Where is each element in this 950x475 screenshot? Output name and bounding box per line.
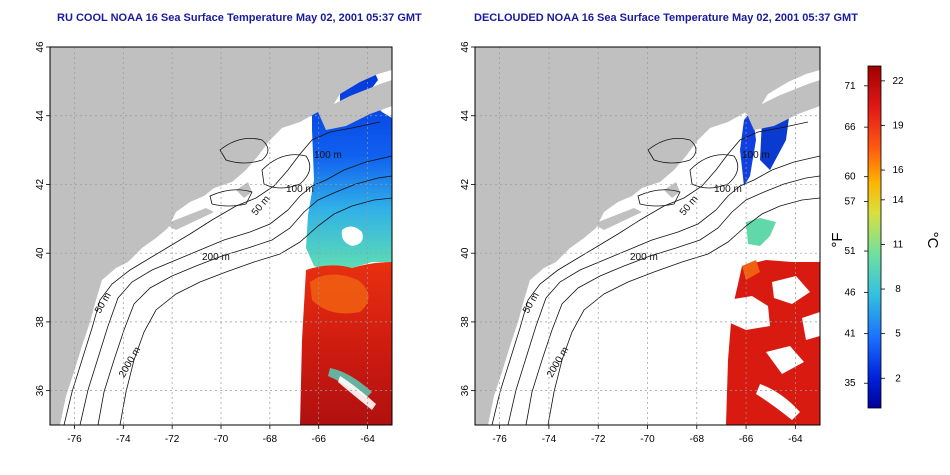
right-lon-tick-label: -70: [640, 434, 655, 445]
colorbar-c-tick-label: 22: [892, 76, 904, 87]
left-isobath-100m: [79, 155, 393, 426]
right-cloud-mask-1: [728, 296, 770, 330]
right-isobath-50m: [491, 121, 809, 426]
right-cloud-mask-5: [802, 312, 820, 340]
right-isobaths: [491, 121, 821, 426]
left-isobath-label-2: 100 m: [286, 184, 314, 195]
right-land-long-island: [593, 208, 642, 230]
left-land-mainland: [50, 47, 392, 425]
right-cloud-mask-2: [772, 276, 810, 304]
left-lat-tick-label: 40: [35, 247, 46, 259]
left-warm-eddy: [310, 274, 369, 314]
colorbar-gradient: [867, 65, 882, 409]
right-axes: -76 -74 -72 -70 -68 -66 -64 36 38 40 42 44 46: [460, 41, 803, 445]
left-isobaths: [63, 121, 393, 426]
left-gulf-maine-contour: [219, 137, 269, 164]
left-lon-tick-label: -76: [67, 434, 82, 445]
right-panel-title: DECLOUDED NOAA 16 Sea Surface Temperatur…: [474, 12, 858, 24]
left-inner-shelf: [209, 189, 253, 207]
colorbar-c-tick-label: 19: [892, 120, 904, 131]
left-lon-tick-label: -74: [116, 434, 131, 445]
left-lon-tick-label: -66: [311, 434, 326, 445]
right-map-panel: 100 m 100 m 50 m 200 m 50 m 2000 m -76 -7…: [460, 41, 821, 445]
right-cloud-mask-4: [756, 384, 800, 420]
left-map-panel: 100 m 100 m 50 m 200 m 50 m 2000 m -76 -7…: [35, 41, 393, 445]
colorbar-c-tick-label: 14: [892, 195, 904, 206]
right-lat-tick-label: 36: [460, 385, 471, 397]
right-warm-edge: [742, 260, 760, 280]
right-lon-tick-label: -64: [788, 434, 803, 445]
left-land-nova-scotia: [318, 80, 392, 130]
left-isobath-label-4: 200 m: [202, 252, 230, 263]
colorbar-c-tick-label: 8: [895, 284, 901, 295]
right-isobath-200m: [525, 175, 821, 426]
right-sst-cool-patch: [746, 218, 776, 246]
colorbar-f-tick-label: 57: [844, 196, 856, 207]
right-lat-tick-label: 38: [460, 316, 471, 328]
right-lat-tick-label: 46: [460, 41, 471, 53]
left-land-long-island: [165, 208, 214, 230]
left-panel-title: RU COOL NOAA 16 Sea Surface Temperature …: [57, 12, 422, 24]
right-lon-tick-label: -66: [739, 434, 754, 445]
left-isobath-label-1: 100 m: [314, 150, 342, 161]
right-land-mainland: [475, 47, 820, 425]
right-gulf-maine-contour: [647, 137, 697, 164]
left-cloud-gap: [341, 226, 363, 246]
left-isobath-50m: [63, 121, 381, 426]
colorbar: 71 66 60 57 51 46 41 35 22 19 16 14 11 8 5 2 °F °C: [829, 65, 941, 409]
right-isobath-label-1: 100 m: [742, 150, 770, 161]
left-lat-tick-label: 38: [35, 316, 46, 328]
colorbar-f-tick-label: 51: [844, 246, 856, 257]
left-gridlines: [50, 47, 392, 425]
left-lat-tick-label: 42: [35, 178, 46, 190]
right-lon-tick-label: -72: [591, 434, 606, 445]
left-georges-bank: [261, 154, 311, 189]
colorbar-f-tick-label: 66: [844, 122, 856, 133]
right-isobath-label-4: 200 m: [630, 252, 658, 263]
left-lon-tick-label: -68: [263, 434, 278, 445]
right-inner-shelf: [637, 189, 681, 207]
colorbar-fahrenheit-label: °F: [829, 232, 846, 247]
colorbar-celsius-label: °C: [924, 232, 941, 249]
colorbar-f-tick-label: 71: [844, 81, 856, 92]
left-lat-tick-label: 44: [35, 110, 46, 122]
left-lat-tick-label: 46: [35, 41, 46, 53]
left-isobath-200m: [97, 175, 393, 426]
right-lat-tick-label: 42: [460, 178, 471, 190]
right-isobath-2000m: [547, 197, 821, 426]
colorbar-f-tick-label: 35: [844, 378, 856, 389]
colorbar-f-tick-label: 41: [844, 329, 856, 340]
left-lat-tick-label: 36: [35, 385, 46, 397]
colorbar-c-tick-label: 2: [895, 373, 901, 384]
colorbar-f-tick-label: 46: [844, 287, 856, 298]
right-lat-tick-label: 44: [460, 110, 471, 122]
colorbar-ticks: 71 66 60 57 51 46 41 35 22 19 16 14 11 8 5 2: [844, 76, 904, 389]
right-lon-tick-label: -76: [492, 434, 507, 445]
colorbar-f-tick-label: 60: [844, 172, 856, 183]
right-gridlines: [475, 47, 820, 425]
left-lon-tick-label: -64: [360, 434, 375, 445]
right-isobath-label-2: 100 m: [714, 184, 742, 195]
right-georges-bank: [689, 154, 739, 189]
right-sst-shelf-strip: [740, 110, 756, 186]
right-land-nova-scotia: [746, 80, 820, 130]
colorbar-c-tick-label: 5: [895, 329, 901, 340]
left-cloud-strip: [338, 376, 376, 410]
right-cloud-mask-3: [766, 346, 804, 374]
right-isobath-100m: [507, 155, 821, 426]
left-lon-tick-label: -72: [165, 434, 180, 445]
left-axes: -76 -74 -72 -70 -68 -66 -64 36 38 40 42 44 46: [35, 41, 375, 445]
right-lon-tick-label: -74: [542, 434, 557, 445]
colorbar-c-tick-label: 16: [892, 165, 904, 176]
left-lon-tick-label: -70: [214, 434, 229, 445]
right-lon-tick-label: -68: [690, 434, 705, 445]
colorbar-c-tick-label: 11: [893, 239, 904, 250]
left-isobath-2000m: [119, 197, 393, 426]
right-lat-tick-label: 40: [460, 247, 471, 259]
